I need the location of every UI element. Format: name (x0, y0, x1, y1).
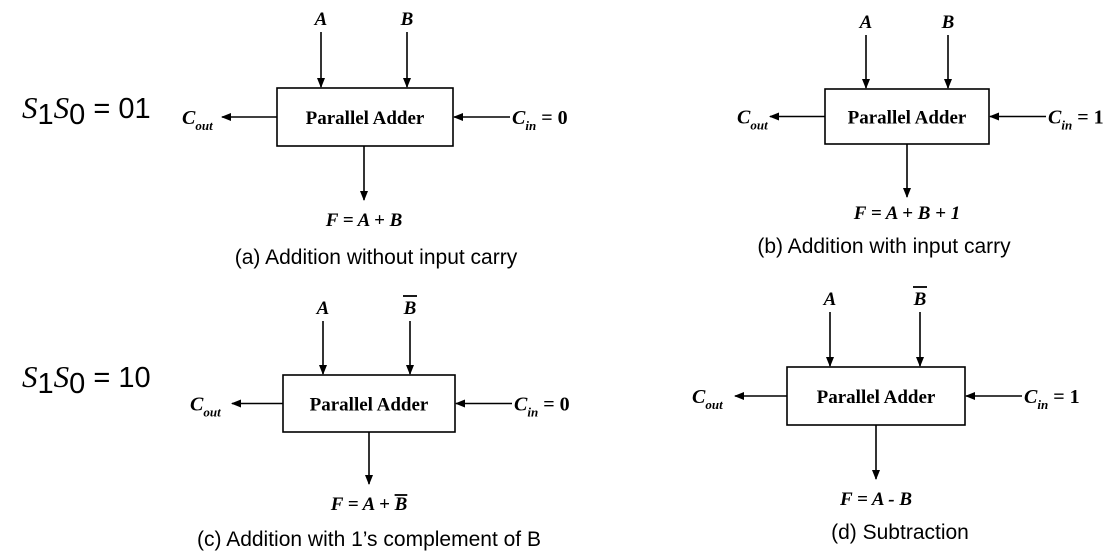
block-label: Parallel Adder (817, 387, 936, 408)
input-b-label: B (403, 298, 417, 319)
output-formula: F = A + B (330, 494, 408, 515)
input-a-label: A (316, 298, 330, 319)
carry-out-label: Cout (692, 386, 723, 412)
carry-in-label: Cin = 1 (1048, 107, 1104, 133)
input-b-label: B (400, 9, 414, 30)
carry-out-label: Cout (737, 107, 768, 133)
carry-out-label: Cout (182, 107, 213, 133)
input-a-label: A (823, 289, 837, 310)
panel-addition-with-carry: Parallel Adder A B Cout Cin = 1 F = A + B + 1… (737, 12, 1104, 258)
output-formula: F = A - B (839, 489, 912, 510)
output-formula: F = A + B (325, 210, 403, 231)
panel-caption: (c) Addition with 1’s complement of B (197, 528, 541, 551)
panel-subtraction: Parallel Adder A B Cout Cin = 1 F = A - B (d) … (692, 286, 1080, 544)
input-b-label: B (941, 12, 955, 33)
panel-caption: (d) Subtraction (831, 521, 969, 544)
panel-addition-no-carry: Parallel Adder A B Cout Cin = 0 F = A + B (a) … (182, 9, 568, 269)
carry-out-label: Cout (190, 394, 221, 420)
select-label-01: S1S0 = 01 (22, 90, 151, 131)
block-label: Parallel Adder (310, 395, 429, 416)
parallel-adder-block (276, 87, 454, 147)
select-label-10: S1S0 = 10 (22, 359, 151, 400)
output-formula: F = A + B + 1 (853, 203, 960, 224)
carry-in-label: Cin = 0 (512, 107, 568, 133)
carry-in-label: Cin = 0 (514, 394, 570, 420)
carry-in-label: Cin = 1 (1024, 386, 1080, 412)
panel-caption: (a) Addition without input carry (235, 246, 518, 269)
input-a-label: A (859, 12, 873, 33)
input-a-label: A (314, 9, 328, 30)
panel-caption: (b) Addition with input carry (757, 235, 1011, 258)
panel-addition-ones-complement: Parallel Adder A B Cout Cin = 0 F = A + B (c) … (190, 295, 570, 551)
block-label: Parallel Adder (306, 108, 425, 129)
input-b-label: B (913, 289, 927, 310)
block-label: Parallel Adder (848, 108, 967, 129)
